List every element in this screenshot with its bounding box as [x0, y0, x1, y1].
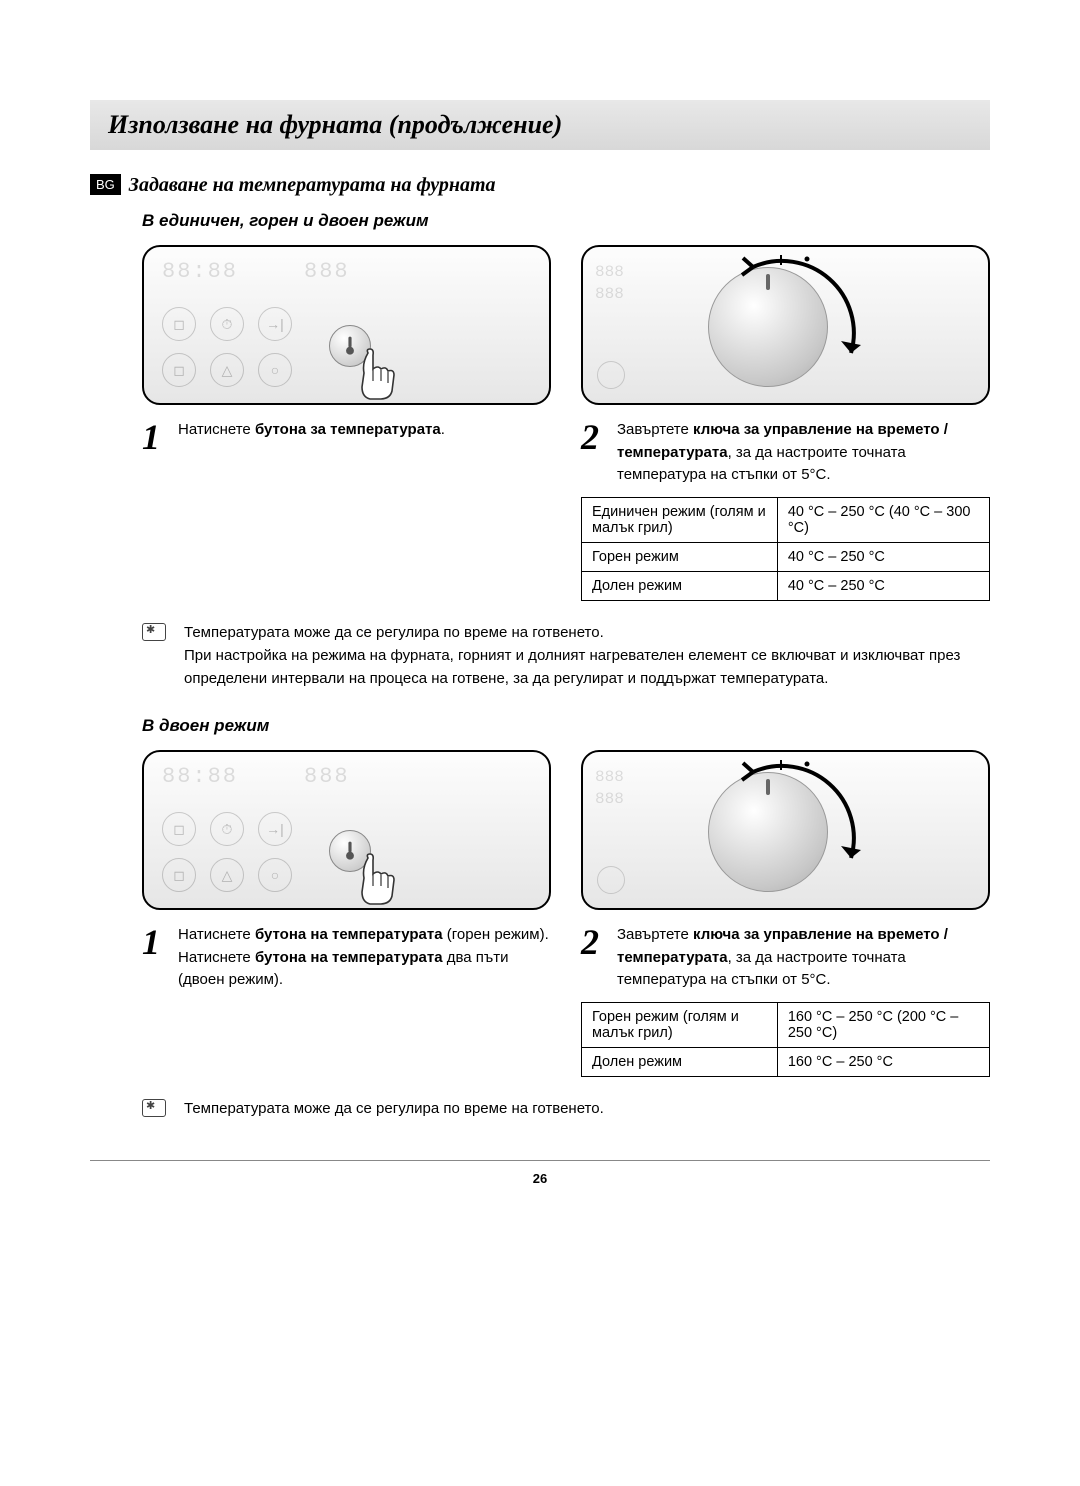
language-badge: BG — [90, 174, 121, 195]
step-2-sec2: 2 Завъртете ключа за управление на време… — [581, 924, 990, 992]
note-icon — [142, 1099, 166, 1117]
step-2-sec2-text: Завъртете ключа за управление на времето… — [617, 924, 990, 992]
clock-icon: ⏱ — [210, 812, 244, 846]
hand-pointer-icon — [348, 848, 408, 908]
table-row: Долен режим40 °C – 250 °C — [582, 571, 990, 600]
clock-icon: ⏱ — [210, 307, 244, 341]
timer-icon: →| — [258, 307, 292, 341]
section-2-columns: 88:88 888 ◻ ⏱ →| ◻ △ ○ 1 Натисне — [142, 750, 990, 1077]
control-icon: ◻ — [162, 307, 196, 341]
side-button-icon — [597, 866, 625, 894]
subsection-title-1: В единичен, горен и двоен режим — [142, 211, 990, 231]
step-1-sec2-text: Натиснете бутона на температурата (горен… — [178, 924, 551, 992]
light-icon: ○ — [258, 353, 292, 387]
control-panel-illustration-2: 88:88 888 ◻ ⏱ →| ◻ △ ○ — [142, 750, 551, 910]
table-row: Единичен режим (голям и малък грил)40 °C… — [582, 497, 990, 542]
footer-rule — [90, 1160, 990, 1161]
step-1-text: Натиснете бутона за температурата. — [178, 419, 445, 455]
temp-digits: 888 — [304, 259, 350, 284]
step-2-text: Завъртете ключа за управление на времето… — [617, 419, 990, 487]
section-heading-row: BG Задаване на температурата на фурната — [90, 174, 990, 205]
note-1: Температурата може да се регулира по вре… — [142, 621, 990, 691]
section-2-left: 88:88 888 ◻ ⏱ →| ◻ △ ○ 1 Натисне — [142, 750, 551, 1077]
note-1-text: Температурата може да се регулира по вре… — [184, 621, 990, 691]
bell-icon: △ — [210, 353, 244, 387]
control-icon: ◻ — [162, 858, 196, 892]
note-2: Температурата може да се регулира по вре… — [142, 1097, 990, 1120]
rotation-arrow-icon — [693, 760, 873, 910]
step-2: 2 Завъртете ключа за управление на време… — [581, 419, 990, 487]
table-row: Горен режим40 °C – 250 °C — [582, 542, 990, 571]
clock-digits: 88:88 — [162, 259, 238, 284]
control-icon: ◻ — [162, 812, 196, 846]
knob-panel-illustration: 888 888 — [581, 245, 990, 405]
step-number-1: 1 — [142, 924, 168, 992]
note-2-text: Температурата може да се регулира по вре… — [184, 1097, 604, 1120]
section-1-columns: 88:88 888 ◻ ⏱ →| ◻ △ ○ 1 Натисне — [142, 245, 990, 601]
hand-pointer-icon — [348, 343, 408, 403]
temperature-table-1: Единичен режим (голям и малък грил)40 °C… — [581, 497, 990, 601]
temp-digits: 888 — [304, 764, 350, 789]
control-icon: ◻ — [162, 353, 196, 387]
step-1: 1 Натиснете бутона за температурата. — [142, 419, 551, 455]
side-button-icon — [597, 361, 625, 389]
note-icon — [142, 623, 166, 641]
light-icon: ○ — [258, 858, 292, 892]
step-number-1: 1 — [142, 419, 168, 455]
section-title: Задаване на температурата на фурната — [129, 174, 496, 197]
table-row: Долен режим160 °C – 250 °C — [582, 1047, 990, 1076]
side-digits: 888 888 — [595, 261, 624, 305]
step-number-2: 2 — [581, 419, 607, 487]
control-panel-illustration: 88:88 888 ◻ ⏱ →| ◻ △ ○ — [142, 245, 551, 405]
temperature-table-2: Горен режим (голям и малък грил)160 °C –… — [581, 1002, 990, 1077]
step-1-sec2: 1 Натиснете бутона на температурата (гор… — [142, 924, 551, 992]
page-title: Използване на фурната (продължение) — [108, 110, 972, 140]
bell-icon: △ — [210, 858, 244, 892]
section-1-left: 88:88 888 ◻ ⏱ →| ◻ △ ○ 1 Натисне — [142, 245, 551, 601]
section-1-right: 888 888 2 Завъртете ключа за управление … — [581, 245, 990, 601]
page-number: 26 — [90, 1171, 990, 1186]
timer-icon: →| — [258, 812, 292, 846]
section-2-right: 888 888 2 Завъртете ключа за управление … — [581, 750, 990, 1077]
page-title-bar: Използване на фурната (продължение) — [90, 100, 990, 150]
rotation-arrow-icon — [693, 255, 873, 405]
side-digits: 888 888 — [595, 766, 624, 810]
subsection-title-2: В двоен режим — [142, 716, 990, 736]
clock-digits: 88:88 — [162, 764, 238, 789]
step-number-2: 2 — [581, 924, 607, 992]
table-row: Горен режим (голям и малък грил)160 °C –… — [582, 1002, 990, 1047]
knob-panel-illustration-2: 888 888 — [581, 750, 990, 910]
